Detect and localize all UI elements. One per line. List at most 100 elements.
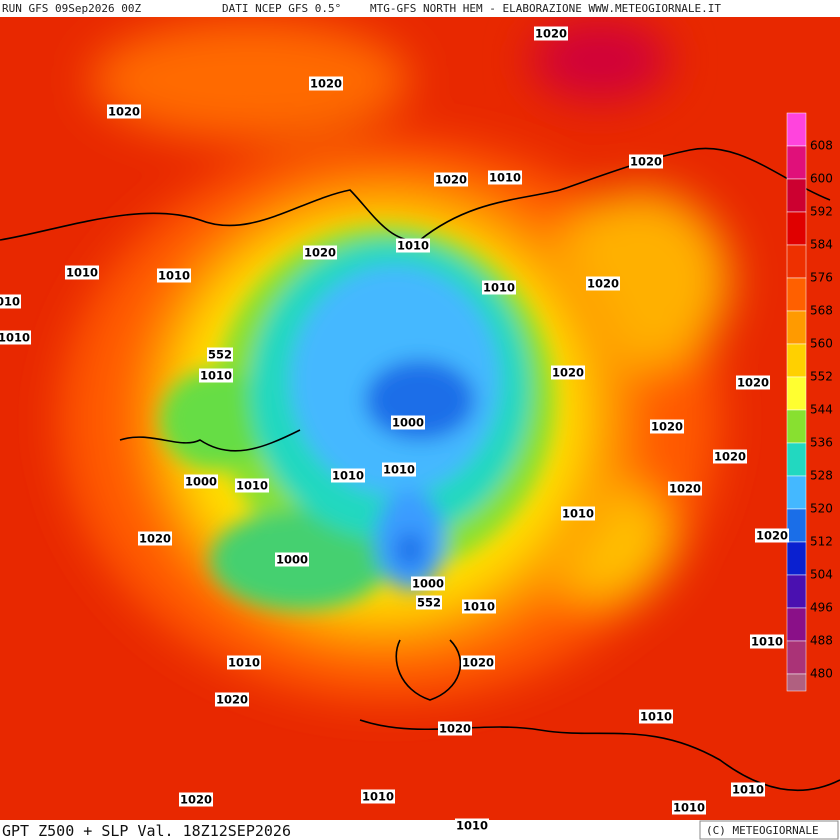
contour-label: 1010 [158,269,190,283]
contour-label: 1010 [383,463,415,477]
contour-label-box [638,709,674,724]
contour-label-box [730,782,766,797]
contour-label-box [226,655,262,670]
contour-label-box [330,468,366,483]
contour-label: 1010 [332,469,364,483]
colorbar-label: 512 [810,535,833,549]
contour-label: 1010 [200,369,232,383]
colorbar-band [786,541,807,576]
colorbar-label: 544 [810,403,833,417]
contour-label-box [106,104,142,119]
contour-label-box [214,692,250,707]
contour-label-box [415,595,443,610]
contour-label-box [735,375,771,390]
contour-label: 1010 [483,281,515,295]
contour-label: 1020 [587,277,619,291]
contour-label-box [234,478,270,493]
contour-label-box [0,294,22,309]
colorbar-band [786,145,807,180]
contour-label-box [628,154,664,169]
colorbar-label: 576 [810,271,833,285]
colorbar-label: 584 [810,238,833,252]
contour-label-box [360,789,396,804]
contour-label-box [395,238,431,253]
contour-label-box [198,368,234,383]
contour-label-box [533,26,569,41]
contour-label: 1020 [714,450,746,464]
contour-label: 1020 [669,482,701,496]
contour-label: 1020 [180,793,212,807]
contour-label-box [64,265,100,280]
colorbar-band [786,310,807,345]
contour-labels: 1020 1020 1020 1010 1020 1020 1010 1020 1010 1010… [0,26,790,833]
colorbar-band [786,343,807,378]
colorbar-label: 520 [810,502,833,516]
colorbar-band [786,376,807,411]
contour-label-box [0,330,32,345]
colorbar-band [786,508,807,543]
contour-label-box [454,818,490,833]
contour-label: 1010 [0,331,30,345]
contour-label-box [381,462,417,477]
contour-label-box [560,506,596,521]
contour-label-box [178,792,214,807]
contour-label: 1020 [552,366,584,380]
colorbar-label: 488 [810,634,833,648]
contour-label: 1020 [462,656,494,670]
contour-label-box [749,634,785,649]
contour-label: 1010 [751,635,783,649]
contour-label: 1020 [216,693,248,707]
colorbar-band [786,640,807,675]
colorbar-band [786,244,807,279]
colorbar-label: 552 [810,370,833,384]
colorbar-band [786,673,807,692]
contour-label-box [460,655,496,670]
contour-label: 1010 [562,507,594,521]
contour-label-box [754,528,790,543]
contour-label: 1010 [732,783,764,797]
contour-label: 1010 [673,801,705,815]
contour-label: 1000 [276,553,308,567]
contour-label: 1010 [463,600,495,614]
contour-label-box [410,576,446,591]
contour-label-box [137,531,173,546]
colorbar-band [786,574,807,609]
contour-label: 1010 [362,790,394,804]
contour-label: 1020 [535,27,567,41]
colorbar-band [786,112,807,147]
contour-label: 1000 [412,577,444,591]
contour-label: 1020 [756,529,788,543]
contour-label-box [302,245,338,260]
contour-label-box [437,721,473,736]
contour-label: 1020 [310,77,342,91]
contour-label-box [667,481,703,496]
contour-label-box [308,76,344,91]
header-site: MTG-GFS NORTH HEM - ELABORAZIONE WWW.MET… [370,2,721,15]
contour-label-box [390,415,426,430]
header-source: DATI NCEP GFS 0.5° [222,2,341,15]
contour-label-box [712,449,748,464]
contour-label: 1010 [640,710,672,724]
contour-label: 552 [417,596,441,610]
contour-label-box [183,474,219,489]
colorbar-label: 568 [810,304,833,318]
contour-label-box [206,347,234,362]
colorbar-label: 592 [810,205,833,219]
contour-label-box [481,280,517,295]
contour-label: 1020 [439,722,471,736]
contour-label: 1000 [392,416,424,430]
header-run: RUN GFS 09Sep2026 00Z [2,2,141,15]
contour-label: 1020 [737,376,769,390]
colorbar-label: 560 [810,337,833,351]
colorbar-label: 480 [810,667,833,681]
contour-label: 552 [208,348,232,362]
contour-label: 1010 [489,171,521,185]
footer-title: GPT Z500 + SLP Val. 18Z12SEP2026 [2,822,291,840]
contour-label: 1020 [435,173,467,187]
contour-label-box [461,599,497,614]
contour-label: 1010 [66,266,98,280]
colorbar-band [786,607,807,642]
colorbar-label: 496 [810,601,833,615]
contour-label: 1010 [456,819,488,833]
colorbar-band [786,475,807,510]
